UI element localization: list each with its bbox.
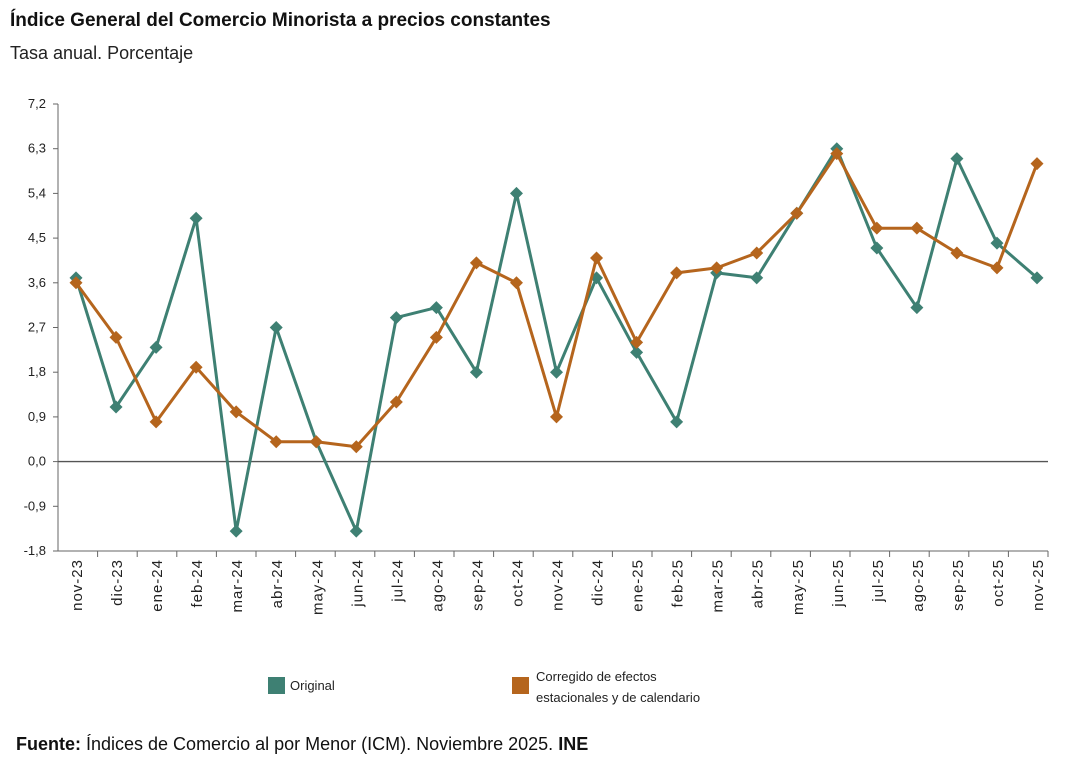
chart-title: Índice General del Comercio Minorista a …	[10, 10, 551, 31]
data-point-original	[1030, 271, 1044, 285]
data-point-corrected	[870, 221, 884, 235]
data-point-original	[990, 236, 1004, 250]
data-point-original	[750, 271, 764, 285]
data-point-corrected	[910, 221, 924, 235]
data-point-original	[630, 345, 644, 359]
x-tick-label: dic-23	[109, 559, 126, 606]
x-tick-label: jun-25	[830, 559, 847, 608]
data-point-original	[189, 211, 203, 225]
data-point-corrected	[830, 147, 844, 161]
data-point-original	[349, 524, 363, 538]
x-tick-label: mar-25	[710, 559, 727, 613]
data-point-original	[670, 415, 684, 429]
x-tick-label: ene-25	[630, 559, 647, 612]
data-point-corrected	[750, 246, 764, 260]
x-tick-label: may-24	[309, 559, 326, 615]
x-tick-label: abr-25	[750, 559, 767, 608]
data-point-original	[509, 186, 523, 200]
x-tick-label: oct-25	[990, 559, 1007, 607]
x-tick-label: feb-25	[670, 559, 687, 608]
data-point-corrected	[630, 335, 644, 349]
source-label: Fuente:	[16, 734, 81, 754]
data-point-original	[389, 311, 403, 325]
y-tick-label: 1,8	[28, 364, 46, 379]
x-tick-label: dic-24	[590, 559, 607, 606]
data-point-original	[229, 524, 243, 538]
data-point-corrected	[509, 276, 523, 290]
source-text: Índices de Comercio al por Menor (ICM). …	[81, 734, 559, 754]
data-point-corrected	[109, 330, 123, 344]
legend-label-corrected-line1: Corregido de efectos	[536, 669, 657, 684]
data-point-original	[870, 241, 884, 255]
data-point-corrected	[590, 251, 604, 265]
x-tick-label: sep-25	[950, 559, 967, 611]
y-tick-label: 6,3	[28, 141, 46, 156]
data-point-corrected	[950, 246, 964, 260]
data-point-corrected	[469, 256, 483, 270]
y-tick-label: 4,5	[28, 230, 46, 245]
data-point-original	[910, 301, 924, 315]
data-point-corrected	[550, 410, 563, 424]
data-point-original	[950, 152, 964, 166]
y-tick-label: 3,6	[28, 275, 46, 290]
data-point-corrected	[710, 261, 724, 275]
legend-swatch-original	[268, 677, 285, 694]
x-tick-label: feb-24	[189, 559, 206, 608]
data-point-corrected	[149, 415, 163, 429]
data-point-original	[109, 400, 123, 414]
legend-swatch-corrected	[512, 677, 529, 694]
x-tick-label: ago-25	[910, 559, 927, 612]
x-tick-label: oct-24	[509, 559, 526, 607]
data-point-corrected	[429, 330, 443, 344]
legend-label-corrected-line2: estacionales y de calendario	[536, 690, 701, 705]
data-point-original	[550, 365, 563, 379]
y-tick-label: -0,9	[24, 498, 46, 513]
data-point-original	[429, 301, 443, 315]
data-point-corrected	[389, 395, 403, 409]
legend-label-original: Original	[290, 678, 335, 693]
data-point-corrected	[69, 276, 83, 290]
x-tick-label: ene-24	[149, 559, 166, 612]
x-tick-label: nov-24	[550, 559, 567, 611]
data-point-corrected	[229, 405, 243, 419]
series-line-original	[74, 147, 1038, 533]
y-tick-label: -1,8	[24, 543, 46, 558]
source-footer: Fuente: Índices de Comercio al por Menor…	[16, 734, 588, 755]
x-tick-label: abr-24	[269, 559, 286, 608]
line-chart: 7,2 6,3 5,4 4,5 3,6 2,7 1,8 0,9 0,0 -0,9 -1,8 nov-2…	[24, 96, 1049, 615]
x-tick-label: nov-25	[1030, 559, 1047, 611]
x-tick-label: jul-24	[389, 559, 406, 603]
y-tick-label: 0,0	[28, 454, 46, 469]
x-tick-label: jun-24	[349, 559, 366, 608]
x-tick-label: nov-23	[69, 559, 86, 611]
chart-subtitle: Tasa anual. Porcentaje	[10, 43, 194, 63]
y-tick-label: 2,7	[28, 320, 46, 335]
x-tick-label: jul-25	[870, 559, 887, 603]
y-tick-label: 5,4	[28, 185, 46, 200]
y-tick-label: 7,2	[28, 96, 46, 111]
data-point-original	[269, 321, 283, 334]
data-point-corrected	[309, 435, 323, 449]
x-tick-label: mar-24	[229, 559, 246, 613]
y-tick-label: 0,9	[28, 409, 46, 424]
data-point-corrected	[790, 206, 804, 220]
data-point-corrected	[269, 435, 283, 449]
data-point-corrected	[349, 440, 363, 454]
data-point-corrected	[1030, 157, 1044, 171]
legend-label-corrected: Corregido de efectos estacionales y de c…	[536, 666, 700, 708]
source-brand: INE	[558, 734, 589, 754]
x-tick-label: ago-24	[429, 559, 446, 612]
data-point-original	[469, 365, 483, 379]
data-point-corrected	[670, 266, 684, 280]
data-point-corrected	[990, 261, 1004, 275]
x-tick-label: sep-24	[469, 559, 486, 611]
data-point-corrected	[189, 360, 203, 374]
data-point-original	[149, 340, 163, 354]
x-tick-label: may-25	[790, 559, 807, 615]
